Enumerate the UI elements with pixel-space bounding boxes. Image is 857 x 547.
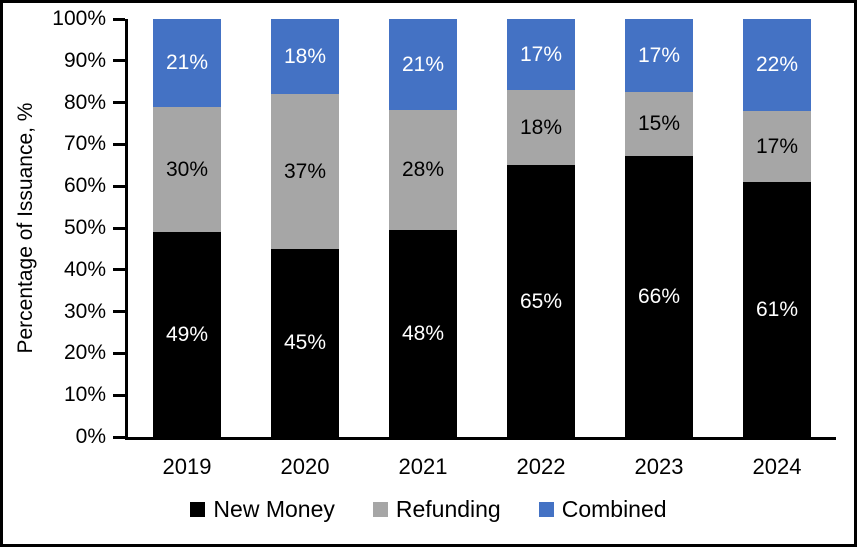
legend-item-new-money: New Money [190,496,335,523]
y-axis-tick-mark [113,393,125,397]
x-axis-label-2023: 2023 [634,454,684,479]
y-axis-tick-mark [113,268,125,272]
bar-segment-new-money: 65% [507,165,575,437]
legend-swatch-icon [538,502,554,517]
bar-segment-refunding: 28% [389,109,457,231]
bar-segment-value: 48% [401,322,445,346]
legend-item-refunding: Refunding [372,496,501,523]
x-axis-label-2024: 2024 [752,454,802,479]
bar-2022: 65% 18% 17% [482,19,600,437]
bar-segment-value: 30% [165,157,209,181]
bar-segment-value: 21% [401,52,445,76]
y-axis-title: Percentage of Issuance, % [14,102,37,354]
y-axis-tick-label: 20% [63,341,106,365]
bar-segment-value: 28% [401,158,445,182]
bar-segment-value: 45% [283,331,327,355]
legend-swatch-icon [372,502,388,517]
y-axis-tick-label: 10% [63,383,106,407]
legend: New Money Refunding Combined [3,496,854,523]
y-axis-tick-mark [113,310,125,314]
x-axis-label-2021: 2021 [398,454,448,479]
bar-segment-value: 17% [637,43,681,67]
bar-segment-value: 17% [519,43,563,67]
bar-segment-combined: 21% [389,19,457,110]
bar-segment-new-money: 48% [389,230,457,437]
y-axis-tick-label: 60% [63,174,106,198]
bar-segment-value: 17% [755,135,799,158]
bar-segment-refunding: 15% [625,91,693,156]
x-axis-label-2020: 2020 [280,454,330,479]
bar-segment-value: 61% [755,298,799,322]
y-axis-tick-mark [113,226,125,230]
bar-segment-new-money: 49% [153,232,221,437]
y-axis-tick-mark [113,184,125,188]
y-axis-tick-label: 50% [63,216,106,239]
bar-2023: 66% 15% 17% [600,19,718,437]
y-axis-tick-mark [113,59,125,63]
bar-segment-combined: 17% [625,19,693,92]
bar-segment-new-money: 66% [625,155,693,437]
y-axis-tick-mark [113,351,125,355]
plot-area: 0% 10% 20% 30% 40% 50% 60% 70% 80% 90% 100% 49% 30%… [52,8,836,448]
bar-segment-value: 66% [637,284,681,308]
y-axis-tick-label: 40% [63,257,106,281]
legend-item-combined: Combined [538,496,667,523]
y-axis-tick-label: 100% [52,7,106,30]
legend-label: Combined [561,496,667,522]
bar-2021: 48% 28% 21% [364,19,482,437]
bar-segment-value: 15% [637,112,681,136]
legend-label: Refunding [395,496,501,522]
x-axis-label-2022: 2022 [516,454,566,479]
x-axis-label-2019: 2019 [162,454,212,479]
y-axis-tick-mark [113,435,125,439]
bar-segment-value: 37% [283,160,327,184]
bar-segment-value: 18% [283,45,327,69]
bar-segment-value: 22% [755,53,799,77]
y-axis-tick-mark [113,17,125,21]
y-axis-tick-label: 80% [63,90,106,114]
bar-segment-refunding: 17% [743,110,811,183]
bar-segment-value: 65% [519,289,563,313]
y-axis-tick-label: 90% [63,48,106,72]
bar-segment-refunding: 37% [271,94,339,249]
y-axis-tick-mark [113,142,125,146]
bar-2024: 61% 17% 22% [718,19,836,437]
bar-segment-refunding: 30% [153,106,221,233]
bar-segment-combined: 22% [743,19,811,111]
y-axis-tick-label: 70% [63,132,106,156]
bar-segment-new-money: 45% [271,248,339,437]
bar-segment-value: 18% [519,116,563,140]
y-axis-tick-label: 0% [75,425,106,448]
legend-swatch-icon [190,502,206,517]
bar-segment-new-money: 61% [743,182,811,437]
bar-segment-combined: 17% [507,19,575,91]
y-axis-tick-label: 30% [63,299,106,323]
bar-segment-combined: 18% [271,19,339,95]
bar-segment-combined: 21% [153,19,221,107]
bar-2019: 49% 30% 21% [128,19,246,437]
bar-segment-refunding: 18% [507,90,575,166]
legend-label: New Money [213,496,335,522]
y-axis-tick-mark [113,101,125,105]
bar-segment-value: 49% [165,323,209,347]
bar-segment-value: 21% [165,51,209,75]
bar-2020: 45% 37% 18% [246,19,364,437]
